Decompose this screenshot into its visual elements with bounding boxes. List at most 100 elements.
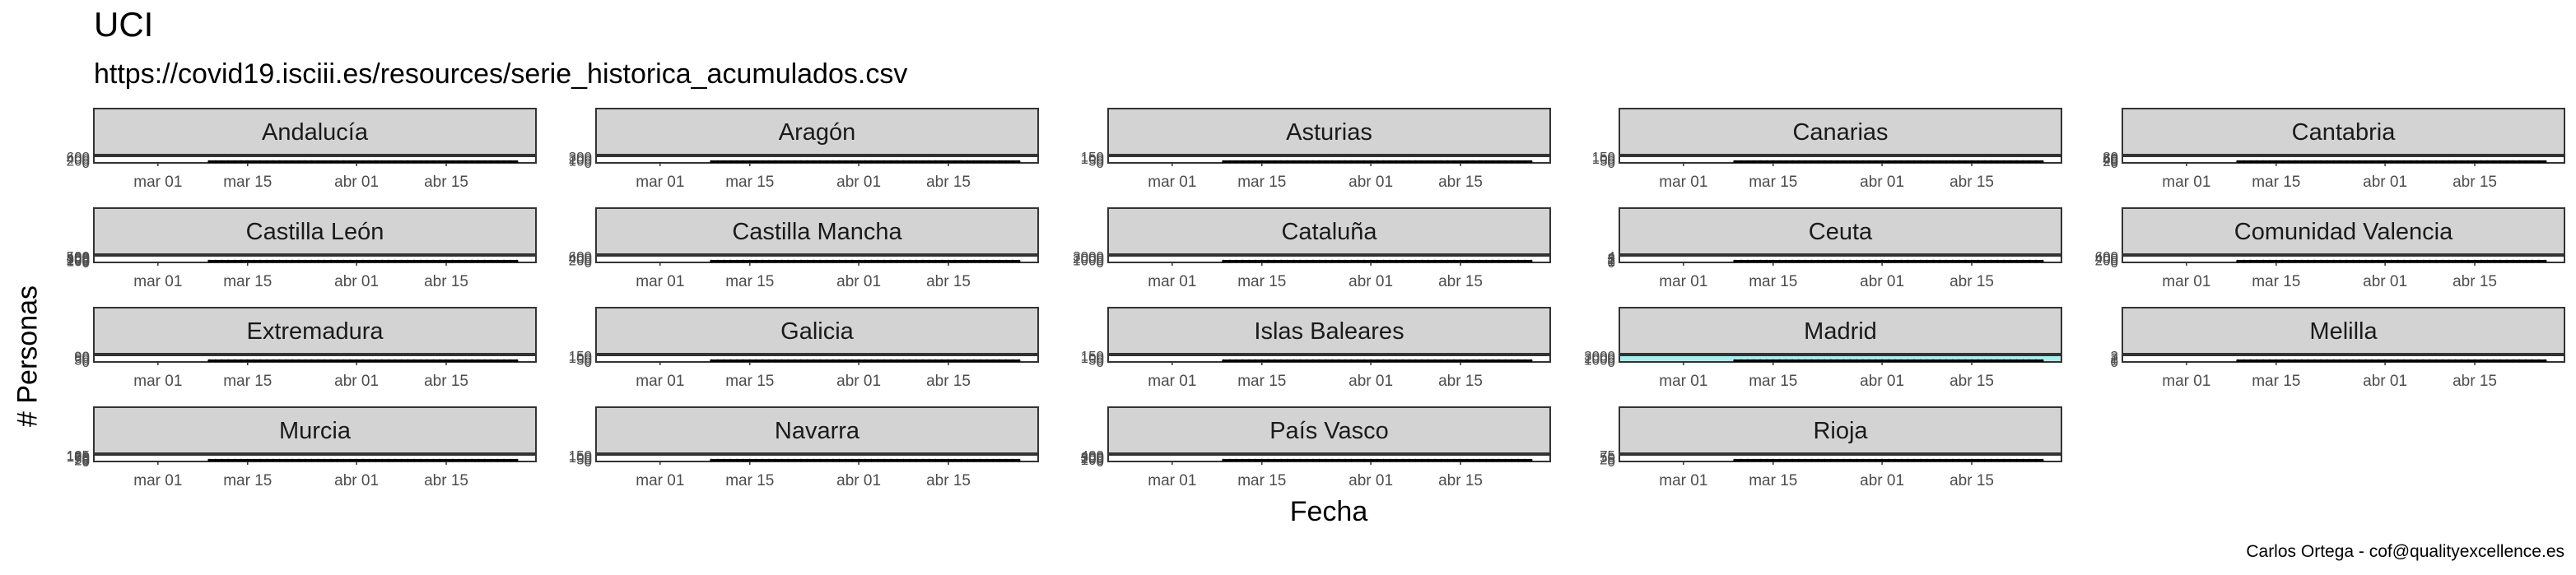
data-point xyxy=(1266,458,1270,462)
data-point xyxy=(837,259,841,263)
y-tick-label: 0 xyxy=(1097,355,1104,370)
data-point xyxy=(1784,160,1788,164)
data-point xyxy=(2351,160,2355,164)
y-tick-label: 2000 xyxy=(1584,350,1615,366)
data-point xyxy=(1420,259,1424,263)
data-point xyxy=(451,160,454,164)
data-point xyxy=(502,160,505,164)
y-tick-label: 150 xyxy=(1081,150,1104,165)
data-point xyxy=(1254,359,1257,363)
data-point xyxy=(1963,160,1968,164)
data-point xyxy=(2243,160,2246,164)
data-point xyxy=(445,259,448,263)
data-point xyxy=(1349,160,1353,164)
y-tick-label: 150 xyxy=(1592,150,1615,165)
data-point xyxy=(1982,160,1987,164)
data-point xyxy=(445,359,448,363)
data-point xyxy=(1305,359,1309,363)
data-point xyxy=(927,458,931,462)
data-point xyxy=(1503,359,1507,363)
y-tick-label: 25 xyxy=(74,452,90,468)
data-point xyxy=(1471,259,1475,263)
data-point xyxy=(2248,359,2252,363)
data-point xyxy=(908,359,912,363)
data-point xyxy=(1880,458,1884,462)
data-point xyxy=(1740,160,1743,164)
data-point xyxy=(1803,359,1807,363)
data-point xyxy=(2543,160,2547,164)
data-point xyxy=(2460,359,2464,363)
data-point xyxy=(1758,458,1762,462)
data-point xyxy=(252,458,256,462)
y-tick-label: 90 xyxy=(74,349,90,364)
y-tick-label: 600 xyxy=(67,150,90,165)
x-tick-label: abr 01 xyxy=(334,174,379,191)
data-point xyxy=(2428,359,2432,363)
facet-label: Melilla xyxy=(2309,318,2378,345)
data-point xyxy=(438,259,442,263)
data-point xyxy=(374,259,378,263)
y-tick-label: 0 xyxy=(585,454,592,470)
data-point xyxy=(857,259,860,263)
data-point xyxy=(374,359,378,363)
data-point xyxy=(387,359,390,363)
data-point xyxy=(1234,359,1238,363)
data-point xyxy=(2511,359,2515,363)
data-point xyxy=(1938,259,1941,263)
data-point xyxy=(297,160,300,164)
data-point xyxy=(953,359,957,363)
data-point xyxy=(2448,359,2451,363)
x-tick-label: abr 15 xyxy=(1949,373,1994,390)
facet-strip xyxy=(595,406,1039,454)
y-tick-label: 2000 xyxy=(1073,251,1104,267)
data-point xyxy=(1484,160,1488,164)
y-tick-label: 3 xyxy=(2111,349,2118,364)
data-point xyxy=(1510,160,1514,164)
facet-strip xyxy=(93,207,537,255)
data-point xyxy=(1919,259,1922,263)
data-point xyxy=(1324,458,1328,462)
data-point xyxy=(1324,359,1328,363)
data-point xyxy=(323,160,327,164)
data-point xyxy=(2518,259,2522,263)
data-point xyxy=(2275,160,2278,164)
data-point xyxy=(1260,160,1264,164)
data-point xyxy=(742,359,745,363)
y-tick-label: 75 xyxy=(1600,448,1615,464)
y-tick-label: 20 xyxy=(2103,154,2118,169)
data-point xyxy=(985,359,989,363)
data-point xyxy=(1349,458,1353,462)
data-point xyxy=(342,359,346,363)
data-point xyxy=(1842,359,1846,363)
data-point xyxy=(812,359,816,363)
data-point xyxy=(774,458,777,462)
data-point xyxy=(947,160,950,164)
data-point xyxy=(1004,458,1008,462)
data-point xyxy=(1855,458,1858,462)
data-point xyxy=(1017,160,1021,164)
data-point xyxy=(457,160,461,164)
data-point xyxy=(966,458,970,462)
data-point xyxy=(1491,160,1494,164)
data-point xyxy=(1337,259,1340,263)
data-point xyxy=(1503,259,1507,263)
data-point xyxy=(921,359,925,363)
data-point xyxy=(1286,359,1289,363)
data-point xyxy=(2453,160,2457,164)
data-point xyxy=(2332,359,2336,363)
data-point xyxy=(940,259,944,263)
data-point xyxy=(1745,458,1749,462)
data-point xyxy=(1446,458,1450,462)
data-point xyxy=(477,259,480,263)
data-point xyxy=(272,259,275,263)
data-point xyxy=(818,160,822,164)
data-point xyxy=(1945,160,1948,164)
data-point xyxy=(1529,259,1533,263)
x-tick-label: mar 15 xyxy=(2252,373,2300,390)
x-tick-label: mar 15 xyxy=(2252,273,2300,290)
x-tick-label: mar 15 xyxy=(1237,174,1286,191)
data-point xyxy=(947,259,950,263)
y-tick-label: 200 xyxy=(569,253,592,269)
data-point xyxy=(2473,259,2476,263)
